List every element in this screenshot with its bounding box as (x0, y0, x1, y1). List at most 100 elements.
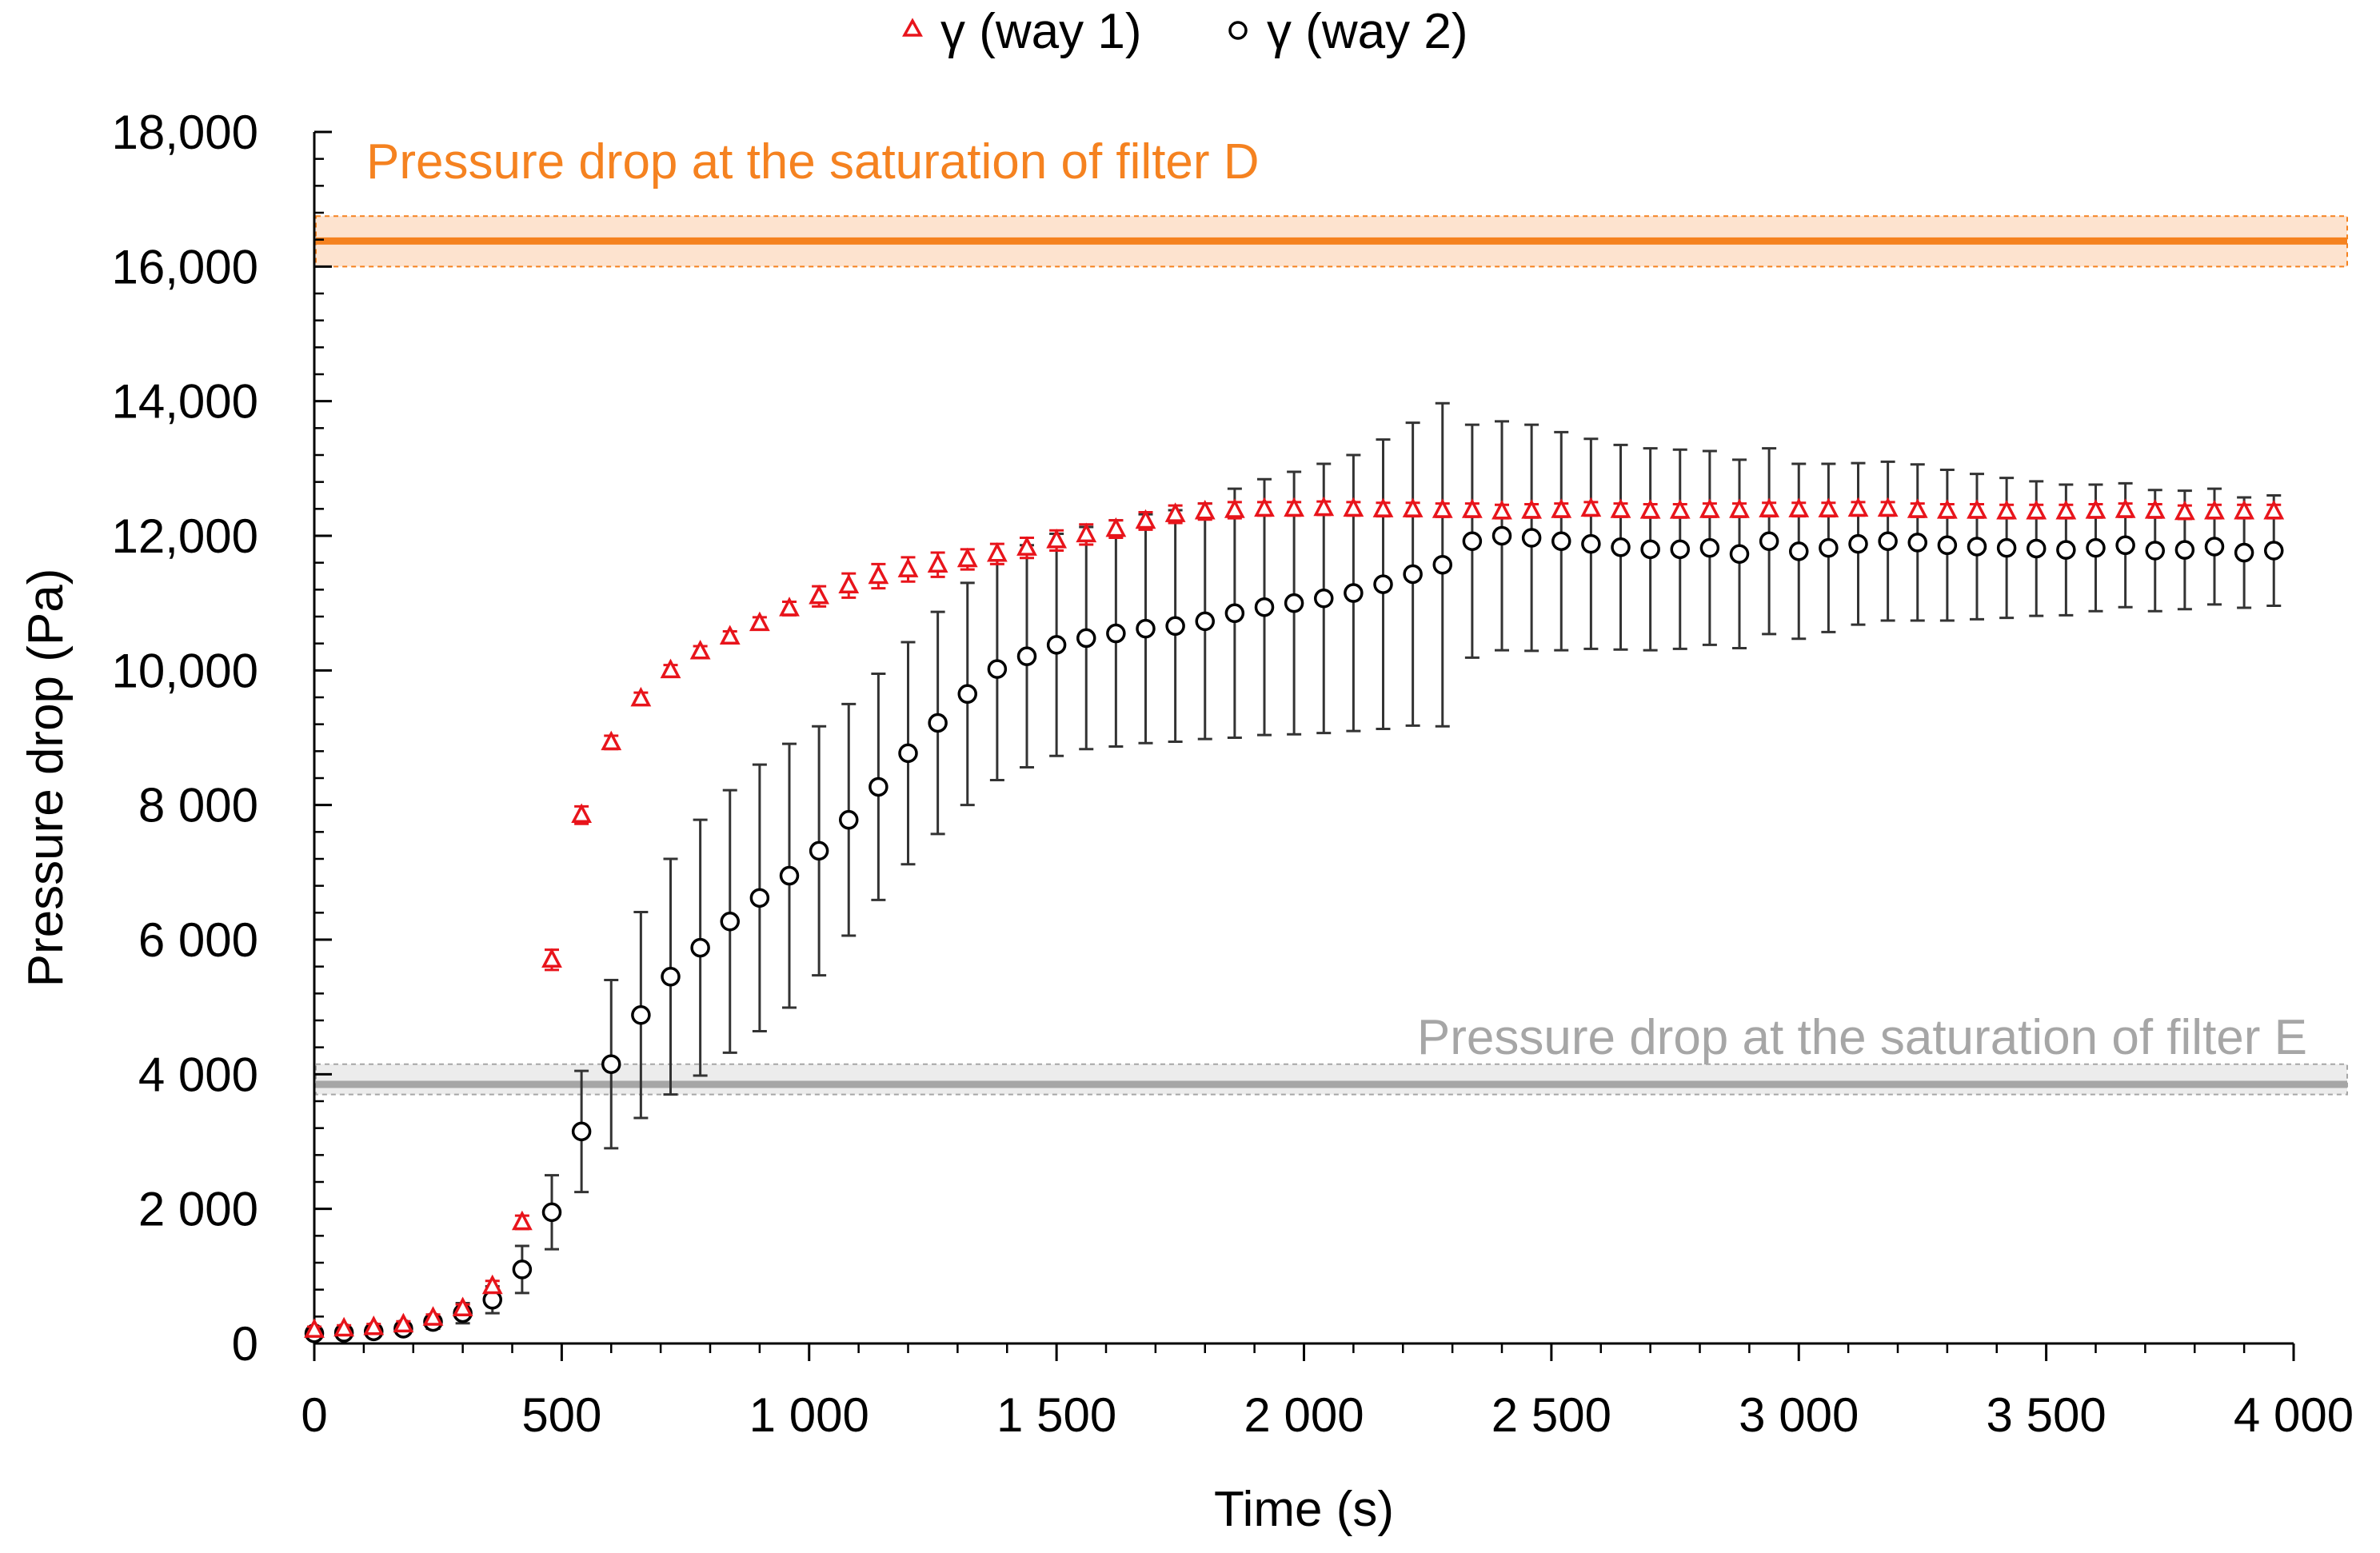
reference-label: Pressure drop at the saturation of filte… (1417, 1010, 2307, 1065)
data-point-way-2 (2145, 541, 2165, 561)
data-point-way-1 (304, 1318, 325, 1338)
data-point-way-1 (2263, 499, 2285, 520)
y-tick-label: 6 000 (138, 913, 258, 967)
data-point-way-1 (660, 658, 681, 679)
data-point-way-1 (630, 686, 652, 707)
data-point-way-2 (1967, 537, 1987, 557)
data-point-way-1 (1046, 529, 1068, 549)
data-point-way-1 (1551, 498, 1572, 518)
reference-label: Pressure drop at the saturation of filte… (366, 134, 1260, 190)
data-point-way-2 (1195, 611, 1215, 632)
y-tick-label: 2 000 (138, 1183, 258, 1236)
axes: 0 2 000 4 000 6 000 8 000 10,000 12,000 14,000 1… (111, 106, 2354, 1442)
data-point-way-2 (1640, 539, 1660, 560)
data-point-way-1 (1759, 497, 1780, 517)
y-tick-label: 4 000 (138, 1048, 258, 1101)
data-point-way-1 (1610, 498, 1631, 518)
data-point-way-1 (2026, 499, 2047, 520)
data-point-way-1 (1669, 499, 1691, 519)
data-point-way-2 (1046, 635, 1067, 655)
data-point-way-1 (393, 1312, 414, 1333)
y-axis-title: Pressure drop (Pa) (18, 569, 74, 988)
data-point-way-2 (1878, 531, 1898, 551)
legend-label-way-2: γ (way 2) (1267, 4, 1468, 59)
data-point-way-1 (541, 948, 562, 968)
data-point-way-2 (1996, 537, 2017, 558)
data-point-way-1 (1788, 497, 1810, 517)
data-point-way-1 (1521, 499, 1543, 519)
data-point-way-2 (512, 1260, 533, 1280)
data-point-way-1 (333, 1316, 355, 1337)
data-point-way-2 (869, 776, 889, 797)
data-point-way-2 (1937, 535, 1958, 556)
data-point-way-2 (987, 659, 1008, 679)
data-point-way-1 (1313, 496, 1335, 517)
data-point-way-2 (1611, 537, 1631, 557)
data-point-way-2 (1789, 541, 1809, 561)
data-point-way-1 (481, 1274, 503, 1295)
data-point-way-1 (2174, 500, 2195, 521)
series-way-1 (304, 496, 2285, 1338)
data-point-way-2 (1076, 628, 1096, 649)
legend: γ (way 1) γ (way 2) (902, 4, 1468, 59)
data-point-way-1 (363, 1315, 385, 1335)
x-tick-label: 1 500 (996, 1388, 1116, 1442)
data-point-way-2 (1284, 593, 1304, 613)
x-tick-label: 2 000 (1244, 1388, 1364, 1442)
data-point-way-1 (1343, 497, 1364, 517)
y-tick-label: 14,000 (111, 375, 258, 429)
data-point-way-1 (601, 730, 622, 751)
data-point-way-2 (1581, 533, 1601, 554)
data-point-way-1 (1491, 499, 1512, 520)
data-point-way-2 (1729, 544, 1750, 564)
data-point-way-1 (1372, 497, 1394, 517)
legend-label-way-1: γ (way 1) (940, 4, 1141, 59)
data-point-way-1 (1224, 498, 1245, 518)
data-point-way-1 (1461, 498, 1483, 518)
data-point-way-2 (1491, 525, 1512, 546)
data-point-way-2 (1551, 531, 1571, 551)
data-point-way-2 (1373, 574, 1393, 594)
data-point-way-2 (898, 743, 918, 764)
data-point-way-1 (1284, 497, 1305, 517)
data-point-way-1 (1847, 497, 1869, 517)
data-point-way-2 (957, 684, 977, 705)
y-tick-label: 8 000 (138, 779, 258, 832)
data-point-way-2 (661, 967, 681, 987)
data-point-way-2 (2027, 538, 2047, 559)
data-point-way-1 (1105, 517, 1127, 537)
data-point-way-1 (689, 640, 711, 660)
y-tick-label: 10,000 (111, 644, 258, 697)
data-point-way-1 (1254, 497, 1275, 517)
data-point-way-2 (631, 1005, 651, 1025)
data-point-way-1 (986, 541, 1008, 562)
data-point-way-2 (839, 809, 859, 830)
data-point-way-2 (1670, 539, 1690, 560)
data-point-way-2 (1224, 603, 1245, 624)
y-tick-label: 16,000 (111, 240, 258, 293)
data-point-way-1 (1907, 498, 1928, 518)
data-point-way-1 (1580, 497, 1602, 517)
data-point-way-1 (897, 557, 919, 577)
data-point-way-2 (1759, 531, 1779, 551)
x-tick-label: 2 500 (1491, 1388, 1611, 1442)
data-point-way-2 (2115, 535, 2135, 556)
data-point-way-1 (868, 564, 889, 585)
data-point-way-2 (749, 888, 770, 908)
data-point-way-1 (2055, 499, 2077, 520)
data-point-way-2 (1344, 583, 1364, 603)
data-point-way-1 (1936, 499, 1958, 519)
data-point-way-1 (1877, 497, 1899, 517)
data-point-way-1 (2234, 499, 2255, 520)
data-point-way-2 (779, 865, 800, 886)
x-tick-label: 500 (521, 1388, 601, 1442)
data-point-way-2 (2174, 540, 2195, 560)
data-point-way-1 (1016, 536, 1037, 556)
data-point-way-2 (541, 1202, 562, 1223)
data-point-way-1 (1996, 499, 2018, 520)
data-point-way-1 (956, 547, 978, 568)
data-point-way-2 (1165, 616, 1185, 637)
data-point-way-1 (1729, 498, 1750, 518)
reference-lines: Pressure drop at the saturation of filte… (315, 134, 2348, 1096)
legend-marker-triangle (902, 18, 923, 37)
